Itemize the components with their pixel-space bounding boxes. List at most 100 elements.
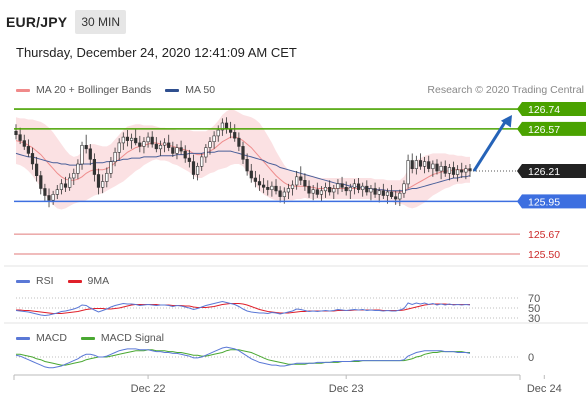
- candle: [435, 159, 439, 175]
- candle-body: [410, 160, 414, 169]
- candle-body: [311, 189, 315, 194]
- candle-body: [323, 187, 328, 192]
- candle: [361, 182, 365, 197]
- legend-item-macd-signal: MACD Signal: [80, 332, 164, 344]
- candle: [439, 161, 443, 180]
- legend-label-rsi: RSI: [36, 275, 54, 287]
- candle-body: [220, 122, 225, 131]
- candle: [257, 174, 262, 191]
- candle-body: [237, 137, 241, 147]
- candle: [381, 183, 385, 200]
- candle: [348, 183, 352, 200]
- resistance-2-tag: [522, 121, 586, 136]
- x-tick-label: Dec 24: [527, 383, 562, 395]
- candle-body: [142, 141, 146, 147]
- candle: [460, 162, 464, 178]
- candle-body: [39, 175, 43, 189]
- candle: [414, 155, 418, 175]
- candle: [286, 183, 291, 200]
- candle: [455, 165, 460, 182]
- candle: [377, 187, 381, 203]
- candle: [51, 190, 55, 205]
- rsi-level-label: 50: [528, 303, 540, 315]
- candle: [63, 176, 68, 193]
- candle: [402, 180, 406, 198]
- rsi-swatch: [16, 279, 30, 283]
- candle-body: [130, 137, 134, 141]
- candle: [30, 147, 35, 170]
- candle: [373, 182, 377, 198]
- macd-zero-label: 0: [528, 352, 534, 364]
- candle: [249, 163, 253, 183]
- candle-body: [191, 161, 196, 175]
- candle-body: [356, 183, 361, 190]
- candle: [389, 185, 394, 200]
- candle: [410, 153, 414, 174]
- main-legend: MA 20 + Bollinger Bands MA 50: [16, 84, 229, 96]
- legend-label-ma20: MA 20 + Bollinger Bands: [36, 84, 152, 96]
- candle-body: [26, 146, 31, 154]
- candle: [356, 177, 361, 194]
- candle-body: [398, 192, 402, 200]
- candle-body: [328, 187, 332, 193]
- candle: [175, 144, 179, 160]
- macd-signal-swatch: [80, 336, 95, 340]
- macd-panel: 0: [15, 346, 534, 369]
- candle: [431, 160, 435, 177]
- candle-body: [105, 173, 109, 182]
- candle-body: [443, 166, 447, 174]
- candle-body: [158, 145, 163, 150]
- x-tick-label: Dec 23: [329, 383, 364, 395]
- current-price-label: 126.21: [528, 166, 560, 178]
- resistance-1-tag-pointer: [517, 102, 522, 116]
- candle: [220, 118, 225, 136]
- candle-body: [451, 167, 456, 175]
- candle-body: [101, 181, 105, 188]
- legend-label-macd: MACD: [36, 332, 67, 344]
- candle: [179, 140, 183, 155]
- timeframe-button[interactable]: 30 MIN: [75, 10, 126, 34]
- candle-body: [460, 169, 464, 173]
- candle-body: [418, 160, 423, 167]
- candle: [451, 161, 456, 178]
- legend-item-ma20: MA 20 + Bollinger Bands: [16, 84, 151, 96]
- candle: [253, 170, 258, 188]
- candle-body: [96, 174, 101, 188]
- currency-pair: EUR/JPY: [6, 14, 68, 30]
- candle: [121, 132, 125, 150]
- candle: [323, 182, 328, 198]
- x-tick-label: Dec 22: [131, 383, 166, 395]
- target-2-label: 125.50: [528, 249, 560, 261]
- candle: [406, 154, 410, 189]
- candle: [183, 145, 187, 163]
- candle-body: [332, 188, 336, 193]
- candle: [113, 147, 117, 167]
- candle-body: [117, 142, 121, 153]
- candle-body: [455, 169, 460, 175]
- candle: [88, 144, 92, 166]
- candle: [200, 153, 204, 171]
- candle-body: [241, 146, 245, 160]
- candle-body: [261, 184, 266, 188]
- candle: [158, 140, 163, 156]
- candle: [311, 185, 315, 201]
- candle-body: [319, 190, 324, 195]
- candle: [34, 156, 39, 182]
- candle-body: [84, 145, 88, 150]
- candle: [418, 153, 423, 170]
- candle-body: [299, 176, 303, 181]
- candle: [295, 170, 299, 190]
- macd-swatch: [16, 336, 30, 340]
- current-price-tag: [522, 164, 586, 178]
- candle: [315, 182, 319, 198]
- candle-body: [167, 142, 171, 148]
- candle: [352, 179, 357, 195]
- candle-body: [134, 137, 138, 144]
- candle: [233, 124, 237, 142]
- candle-body: [253, 177, 258, 182]
- candle-body: [121, 136, 125, 144]
- candle-body: [377, 190, 381, 195]
- candle-body: [414, 160, 418, 169]
- support-1-tag-pointer: [517, 194, 522, 209]
